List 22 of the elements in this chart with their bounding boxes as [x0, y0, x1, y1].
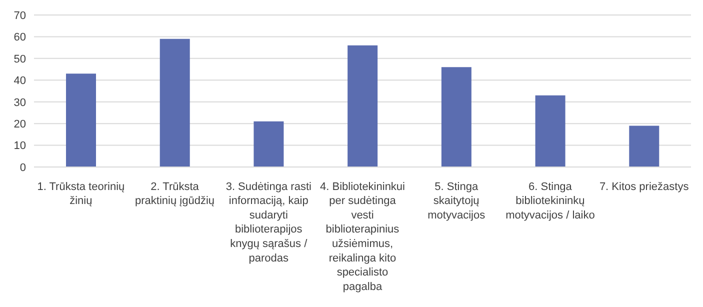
bar [348, 45, 378, 167]
x-tick-label: 1. Trūksta teorinių žinių [37, 180, 125, 208]
x-tick-label: 2. Trūksta praktinių įgūdžių [135, 180, 215, 208]
bar [254, 121, 284, 167]
bar [66, 74, 96, 167]
y-tick-label: 30 [14, 96, 26, 109]
bar [629, 126, 660, 167]
y-tick-label: 60 [14, 32, 26, 44]
y-tick-label: 10 [14, 140, 26, 152]
y-tick-label: 20 [14, 118, 26, 130]
y-tick-label: 70 [14, 10, 26, 22]
bar [535, 95, 566, 167]
x-tick-label: 6. Stinga bibliotekininkų motyvacijos / laiko [506, 180, 595, 222]
x-tick-label: 3. Sudėtinga rasti informaciją, kaip sudaryti biblioterapijos knygų sąrašus / parodas [226, 180, 312, 264]
x-tick-label: 4. Bibliotekininkui per sudėtinga vesti biblioterapinius užsiėmimus, reikalinga kito specialisto pagalba [320, 180, 405, 293]
y-tick-label: 40 [14, 75, 26, 88]
x-tick-label: 5. Stinga skaitytojų motyvacijos [428, 180, 486, 222]
bar [441, 67, 472, 167]
y-tick-label: 0 [20, 162, 26, 174]
x-tick-label: 7. Kitos priežastys [599, 180, 690, 193]
bar [160, 38, 190, 167]
y-tick-label: 50 [14, 53, 26, 66]
